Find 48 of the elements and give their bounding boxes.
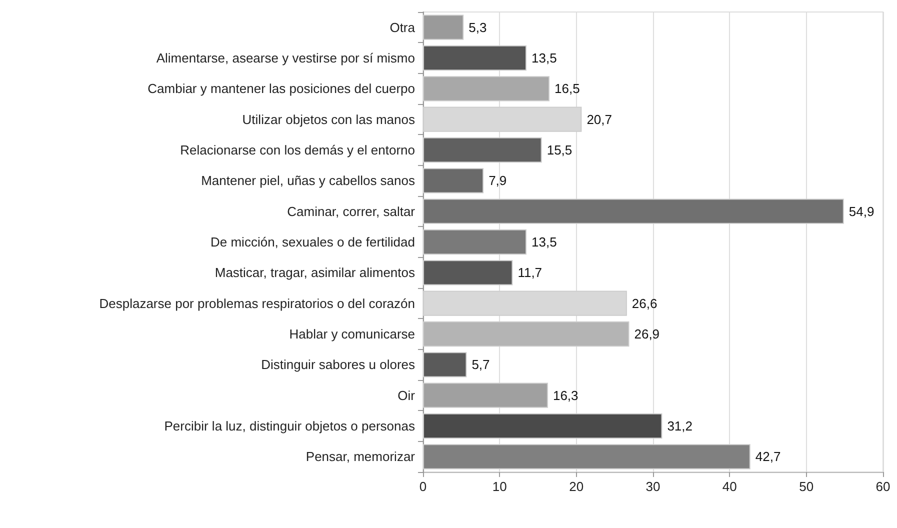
y-tick-label: Alimentarse, asearse y vestirse por sí mismo [156, 50, 415, 66]
data-label: 5,3 [468, 20, 487, 35]
y-tick-label: Distinguir sabores u olores [261, 357, 416, 372]
data-label: 54,9 [848, 204, 874, 219]
y-tick-label: Masticar, tragar, asimilar alimentos [214, 265, 416, 280]
bar [423, 76, 550, 102]
y-tick-label: Hablar y comunicarse [289, 326, 415, 342]
bar [423, 321, 630, 347]
y-tick-label: Mantener piel, uñas y cabellos sanos [201, 173, 416, 188]
x-tick-label: 40 [722, 479, 737, 494]
x-tick-label: 10 [492, 479, 507, 494]
x-tick-label: 50 [799, 479, 814, 494]
bar [423, 198, 844, 224]
data-label: 5,7 [472, 357, 490, 372]
y-tick-label: Oir [398, 388, 416, 403]
data-label: 26,9 [634, 326, 660, 342]
data-label: 20,7 [586, 112, 612, 127]
x-tick-label: 20 [569, 479, 584, 494]
data-label: 11,7 [518, 265, 542, 280]
y-tick-label: Cambiar y mantener las posiciones del cuerpo [148, 81, 415, 96]
data-label: 15,5 [546, 142, 572, 158]
y-tick-label: Percibir la luz, distinguir objetos o personas [164, 418, 416, 434]
data-label: 13,5 [532, 234, 557, 250]
y-tick-label: Relacionarse con los demás y el entorno [180, 142, 415, 158]
bar [423, 352, 467, 378]
x-tick-label: 0 [419, 479, 427, 494]
y-tick-label: Desplazarse por problemas respiratorios o del corazón [99, 296, 415, 311]
data-label: 16,5 [554, 81, 580, 96]
y-tick-label: Caminar, correr, saltar [287, 204, 416, 219]
data-label: 31,2 [667, 418, 693, 434]
y-tick-label: Utilizar objetos con las manos [242, 112, 416, 127]
bar [423, 413, 662, 439]
bar [423, 137, 542, 163]
bar [423, 229, 526, 255]
y-tick-label: De micción, sexuales o de fertilidad [210, 234, 415, 250]
bar [423, 444, 750, 470]
data-label: 13,5 [532, 50, 557, 66]
y-tick-label: Otra [390, 20, 416, 35]
y-tick-label: Pensar, memorizar [306, 449, 416, 464]
bar [423, 260, 513, 286]
x-tick-label: 30 [646, 479, 660, 494]
data-label: 42,7 [755, 449, 781, 464]
data-label: 7,9 [488, 173, 507, 188]
x-tick-label: 60 [876, 479, 890, 494]
bar [423, 168, 484, 194]
data-label: 26,6 [632, 296, 658, 311]
bar [423, 45, 526, 71]
data-label: 16,3 [552, 388, 578, 403]
